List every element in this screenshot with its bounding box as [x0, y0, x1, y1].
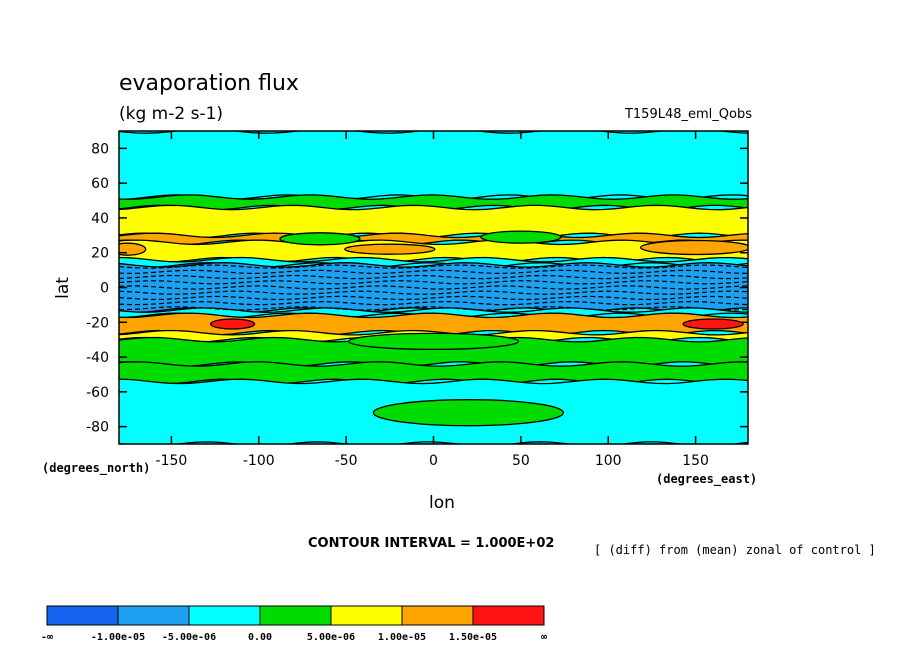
contour-patch — [372, 399, 565, 427]
contour-patch — [347, 332, 520, 351]
x-tick-label: -50 — [335, 453, 358, 469]
y-tick-label: 20 — [91, 246, 109, 262]
y-tick-label: -80 — [86, 420, 109, 436]
chart-title: evaporation flux — [119, 71, 299, 96]
y-tick-label: -20 — [86, 315, 109, 331]
x-tick-label: 100 — [595, 453, 622, 469]
negative-contour — [119, 264, 748, 269]
colorbar-swatch — [188, 605, 261, 626]
zonal-band — [119, 336, 748, 367]
colorbar-label: 1.50e-05 — [449, 632, 497, 643]
negative-contour — [119, 295, 748, 301]
negative-contour — [119, 280, 748, 285]
x-tick-label: 150 — [682, 453, 709, 469]
y-axis-units: (degrees_north) — [42, 461, 150, 476]
negative-contour — [119, 269, 748, 275]
y-tick-label: 40 — [91, 211, 109, 227]
contour-interval: CONTOUR INTERVAL = 1.000E+02 — [308, 536, 554, 551]
negative-contour — [119, 306, 748, 311]
colorbar-swatch — [259, 605, 332, 626]
zonal-band — [119, 361, 748, 385]
zonal-band — [119, 131, 748, 200]
contour-patch — [344, 243, 436, 255]
colorbar-swatch — [330, 605, 403, 626]
x-tick-label: -100 — [243, 453, 275, 469]
annotation-note: [ (diff) from (mean) zonal of control ] — [594, 543, 876, 557]
colorbar-label: 1.00e-05 — [378, 632, 426, 643]
y-tick-label: 80 — [91, 141, 109, 157]
colorbar-label: -1.00e-05 — [91, 632, 145, 643]
contour-plot — [119, 131, 748, 444]
x-axis-label: lon — [429, 493, 455, 513]
x-tick-label: -150 — [156, 453, 188, 469]
contour-patch — [639, 239, 748, 256]
contour-patch — [682, 318, 744, 330]
x-tick-label: 0 — [429, 453, 438, 469]
y-tick-label: -40 — [86, 350, 109, 366]
x-tick-label: 50 — [512, 453, 530, 469]
run-label: T159L48_eml_Qobs — [624, 107, 752, 122]
y-tick-label: -60 — [86, 385, 109, 401]
colorbar-label: ∞ — [541, 632, 547, 643]
contour-patch — [279, 232, 361, 246]
colorbar-label: -5.00e-06 — [162, 632, 216, 643]
colorbar-swatch — [472, 605, 545, 626]
chart-units: (kg m-2 s-1) — [119, 104, 223, 124]
colorbar-swatch — [401, 605, 474, 626]
contour-patch — [209, 318, 256, 330]
negative-contour — [119, 274, 748, 280]
y-tick-label: 0 — [100, 281, 109, 297]
colorbar-label: -∞ — [41, 632, 53, 643]
x-axis-units: (degrees_east) — [656, 472, 757, 487]
contour-patch — [119, 242, 147, 256]
negative-contour — [119, 300, 748, 306]
colorbar-swatch — [46, 605, 119, 626]
contour-patch — [480, 230, 562, 244]
x-axis: -150 -100 -50 0 50 100 150 — [156, 131, 709, 469]
colorbar-label: 5.00e-06 — [307, 632, 355, 643]
colorbar: -∞ -1.00e-05 -5.00e-06 0.00 5.00e-06 1.00e-05… — [41, 605, 547, 643]
y-axis: 80 60 40 20 0 -20 -40 -60 -80 — [86, 141, 748, 436]
y-axis-label: lat — [53, 277, 73, 299]
colorbar-label: 0.00 — [248, 632, 272, 643]
zonal-band — [119, 204, 748, 239]
negative-contour — [119, 290, 748, 295]
negative-contour — [119, 285, 748, 290]
y-tick-label: 60 — [91, 176, 109, 192]
colorbar-swatch — [117, 605, 190, 626]
